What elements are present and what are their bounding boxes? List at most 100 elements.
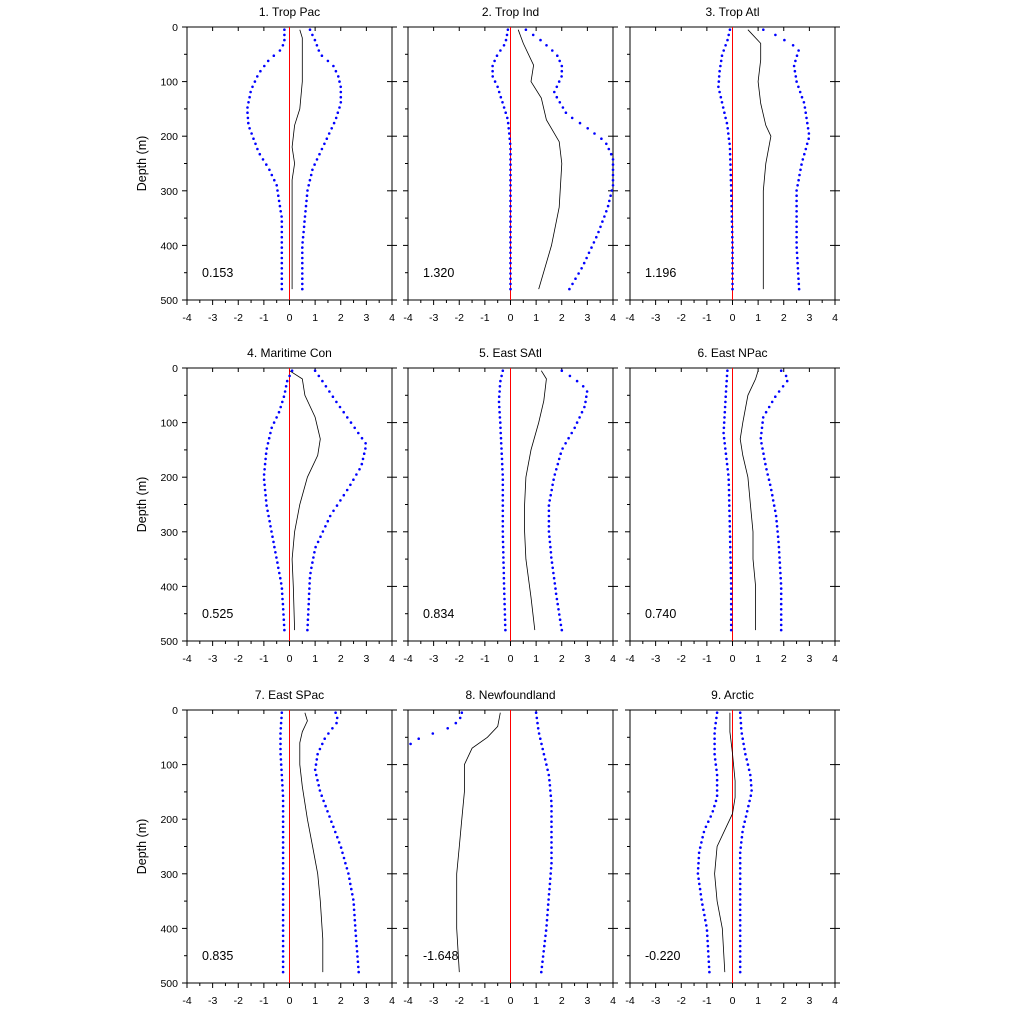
upper-bound-point [600, 137, 603, 140]
lower-bound-point [715, 794, 719, 797]
upper-bound-point [738, 903, 742, 906]
lower-bound-point [728, 530, 732, 533]
upper-bound-point [779, 582, 783, 585]
lower-bound-point [281, 820, 285, 823]
upper-bound-point [558, 59, 561, 63]
upper-bound-point [779, 369, 783, 373]
upper-bound-series [547, 369, 589, 632]
lower-bound-point [722, 421, 726, 424]
upper-bound-point [306, 623, 310, 627]
lower-bound-point [256, 147, 259, 151]
upper-bound-point [795, 220, 798, 223]
upper-bound-point [328, 390, 331, 393]
upper-bound-point [773, 509, 777, 513]
x-tick-label: -3 [651, 653, 660, 665]
mean-profile-line [456, 712, 501, 973]
lower-bound-point [264, 452, 268, 456]
upper-bound-point [550, 804, 553, 808]
upper-bound-point [353, 918, 357, 922]
upper-bound-point [584, 400, 587, 404]
lower-bound-point [281, 877, 285, 880]
lower-bound-point [502, 571, 506, 575]
upper-bound-point [536, 721, 539, 725]
upper-bound-point [555, 95, 559, 99]
upper-bound-point [546, 908, 550, 912]
upper-bound-point [796, 267, 800, 270]
upper-bound-point [331, 727, 334, 730]
lower-bound-point [281, 887, 285, 891]
upper-bound-point [307, 597, 311, 601]
upper-bound-point [301, 246, 304, 249]
panel-value-label: 0.153 [202, 266, 233, 280]
x-tick-label: 3 [363, 653, 369, 665]
lower-bound-point [493, 59, 496, 63]
lower-bound-point [281, 893, 285, 896]
upper-bound-point [318, 152, 321, 156]
lower-bound-point [281, 846, 285, 849]
upper-bound-point [797, 49, 800, 52]
lower-bound-point [277, 194, 280, 197]
upper-bound-point [738, 893, 742, 896]
upper-bound-point [597, 230, 600, 234]
upper-bound-point [353, 913, 356, 917]
upper-bound-point [543, 758, 547, 761]
lower-bound-point [269, 431, 272, 435]
panel-7: 7. East SPac -4 -3 -2 -1 0 1 2 3 4 0 100 200 300 400 50… [135, 688, 397, 1007]
upper-bound-point [779, 613, 783, 616]
upper-bound-point [560, 75, 563, 78]
lower-bound-point [270, 173, 274, 177]
mean-profile-line [747, 29, 772, 290]
upper-bound-point [795, 54, 799, 57]
lower-bound-point [729, 587, 733, 590]
panel-title: 9. Arctic [711, 688, 754, 702]
lower-bound-point [731, 267, 734, 270]
lower-bound-point [276, 561, 279, 564]
upper-bound-point [548, 887, 551, 891]
lower-bound-point [731, 251, 734, 255]
upper-bound-point [550, 846, 553, 849]
upper-bound-point [571, 282, 574, 286]
upper-bound-point [301, 287, 304, 291]
upper-bound-point [738, 851, 742, 855]
y-axis-label: Depth (m) [135, 819, 149, 875]
lower-bound-point [280, 272, 284, 275]
upper-bound-point [559, 452, 562, 456]
lower-bound-point [501, 369, 505, 373]
upper-bound-point [307, 592, 311, 596]
upper-bound-point [742, 825, 745, 829]
lower-bound-point [281, 903, 285, 906]
lower-bound-point [272, 421, 276, 424]
lower-bound-point [252, 137, 255, 140]
lower-bound-point [281, 918, 285, 922]
upper-bound-series [738, 711, 753, 974]
lower-bound-point [723, 111, 726, 114]
upper-bound-point [599, 225, 602, 229]
lower-bound-point [417, 737, 421, 740]
x-tick-label: -3 [429, 653, 438, 665]
lower-bound-point [722, 431, 725, 435]
x-tick-label: -1 [702, 312, 711, 324]
upper-bound-point [764, 462, 767, 466]
lower-bound-point [278, 571, 281, 575]
upper-bound-point [328, 815, 331, 818]
upper-bound-point [803, 106, 807, 109]
x-tick-label: 2 [559, 312, 565, 324]
lower-bound-point [727, 488, 731, 492]
upper-bound-point [796, 272, 800, 275]
upper-bound-point [328, 514, 332, 518]
upper-bound-point [308, 587, 311, 590]
upper-bound-point [760, 442, 763, 445]
upper-bound-point [738, 924, 742, 927]
lower-bound-point [454, 721, 458, 725]
upper-bound-point [336, 835, 339, 839]
lower-bound-point [509, 220, 512, 223]
lower-bound-point [729, 189, 733, 192]
upper-bound-point [326, 59, 330, 63]
lower-bound-point [276, 189, 279, 192]
lower-bound-point [729, 561, 732, 564]
upper-bound-point [797, 277, 800, 281]
upper-bound-point [795, 230, 798, 234]
upper-bound-point [785, 379, 789, 383]
upper-bound-point [308, 28, 312, 32]
upper-bound-point [771, 493, 774, 497]
